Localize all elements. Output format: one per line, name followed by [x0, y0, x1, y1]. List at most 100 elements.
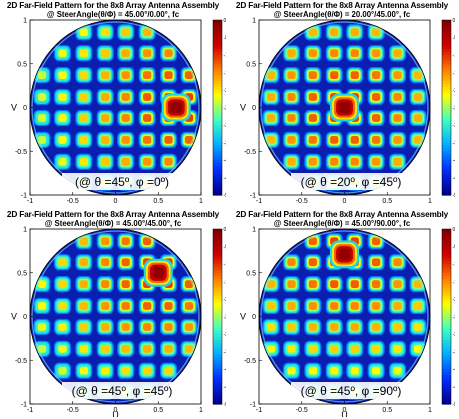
side-lobe — [325, 340, 343, 357]
side-lobe — [96, 233, 114, 250]
side-lobe — [325, 318, 343, 336]
y-tick-label: 0 — [252, 105, 256, 112]
side-lobe — [96, 88, 114, 106]
side-lobe — [262, 318, 280, 336]
colorbar-tick-label: -40 — [453, 158, 456, 164]
side-lobe — [282, 109, 301, 127]
colorbar-tick-label: 0 — [453, 227, 456, 233]
side-lobe — [262, 88, 280, 106]
y-tick-label: -1 — [21, 402, 27, 409]
chart-subtitle: @ SteerAngle(θ/Φ) = 20.00°/45.00°, fc — [273, 10, 411, 19]
side-lobe — [53, 276, 72, 293]
chart-panel-3: 2D Far-Field Pattern for the 8x8 Array A… — [0, 209, 226, 417]
annotation-text: (@ θ =20º, φ =45º) — [301, 175, 402, 189]
side-lobe — [367, 318, 385, 336]
side-lobe — [346, 153, 364, 170]
side-lobe — [409, 109, 427, 127]
side-lobe — [346, 45, 364, 62]
side-lobe — [33, 109, 51, 127]
colorbar-tick-label: -25 — [224, 315, 227, 321]
side-lobe — [138, 318, 156, 336]
y-tick-label: -0.5 — [15, 149, 27, 156]
y-tick-label: -0.5 — [15, 358, 27, 365]
side-lobe — [117, 233, 135, 250]
side-lobe — [367, 297, 385, 315]
side-lobe — [96, 45, 114, 62]
side-lobe — [159, 318, 178, 336]
colorbar-tick-label: -25 — [224, 106, 227, 112]
colorbar-tick-label: -10 — [453, 262, 456, 268]
colorbar-tick-label: -35 — [453, 141, 456, 147]
steer-angle-annotation: (@ θ =45º, φ =90º) — [291, 382, 411, 399]
side-lobe — [75, 45, 93, 62]
side-lobe — [388, 362, 407, 379]
chart-panel-1: 2D Far-Field Pattern for the 8x8 Array A… — [0, 0, 226, 208]
side-lobe — [138, 109, 156, 127]
side-lobe — [75, 131, 93, 148]
y-tick-label: 0.5 — [17, 270, 27, 277]
side-lobe — [138, 362, 156, 379]
chart-title: 2D Far-Field Pattern for the 8x8 Array A… — [6, 0, 220, 10]
x-tick-label: 0 — [114, 198, 118, 205]
side-lobe — [117, 254, 135, 271]
x-tick-label: 0.5 — [153, 407, 163, 414]
main-beam — [329, 240, 360, 269]
side-lobe — [33, 318, 51, 336]
side-lobe — [53, 45, 72, 62]
side-lobe — [367, 67, 385, 84]
colorbar-tick-label: -25 — [453, 315, 456, 321]
side-lobe — [388, 131, 407, 148]
colorbar-tick-label: -35 — [224, 141, 227, 147]
side-lobe — [367, 276, 385, 293]
side-lobe — [75, 362, 93, 379]
annotation-text: (@ θ =45º, φ =45º) — [72, 384, 173, 398]
colorbar: 0 -5 -10 -15 -20 -25 -30 -35 -40 -45 -50 — [212, 18, 227, 199]
y-axis-label: V — [240, 312, 246, 322]
y-axis-label: V — [11, 103, 17, 113]
side-lobe — [75, 233, 93, 250]
colorbar-tick-label: -45 — [224, 385, 227, 391]
y-tick-label: 0.5 — [17, 61, 27, 68]
x-tick-label: 1 — [199, 198, 203, 205]
chart-subtitle: @ SteerAngle(θ/Φ) = 45.00°/45.00°, fc — [44, 219, 182, 228]
side-lobe — [325, 276, 343, 293]
x-tick-label: -1 — [27, 198, 33, 205]
colorbar-tick-label: -50 — [453, 193, 456, 199]
side-lobe — [388, 340, 407, 357]
side-lobe — [96, 109, 114, 127]
y-tick-label: 0 — [23, 314, 27, 321]
x-tick-label: 1 — [199, 407, 203, 414]
side-lobe — [138, 131, 156, 148]
y-tick-label: -0.5 — [244, 358, 256, 365]
side-lobe — [367, 254, 385, 271]
steer-angle-annotation: (@ θ =20º, φ =45º) — [291, 173, 411, 190]
colorbar-tick-label: -15 — [224, 71, 227, 77]
main-beam — [143, 258, 173, 287]
side-lobe — [53, 67, 72, 84]
side-lobe — [75, 88, 93, 106]
side-lobe — [117, 24, 135, 41]
side-lobe — [282, 318, 301, 336]
side-lobe — [53, 131, 72, 148]
side-lobe — [304, 254, 322, 271]
colorbar-tick-label: -15 — [453, 280, 456, 286]
y-tick-label: -1 — [250, 193, 256, 200]
colorbar-tick-label: -5 — [224, 36, 227, 42]
colorbar-tick-label: -40 — [224, 367, 227, 373]
side-lobe — [282, 131, 301, 148]
side-lobe — [388, 67, 407, 84]
colorbar-tick-label: -50 — [224, 193, 227, 199]
y-tick-label: -1 — [250, 402, 256, 409]
side-lobe — [325, 153, 343, 170]
colorbar-tick-label: -40 — [453, 367, 456, 373]
side-lobe — [159, 153, 178, 170]
main-beam — [161, 93, 191, 122]
side-lobe — [75, 153, 93, 170]
side-lobe — [96, 131, 114, 148]
chart-panel-4: 2D Far-Field Pattern for the 8x8 Array A… — [229, 209, 455, 417]
side-lobe — [117, 109, 135, 127]
side-lobe — [346, 276, 364, 293]
colorbar-tick-label: -20 — [224, 88, 227, 94]
side-lobe — [117, 362, 135, 379]
side-lobe — [75, 276, 93, 293]
